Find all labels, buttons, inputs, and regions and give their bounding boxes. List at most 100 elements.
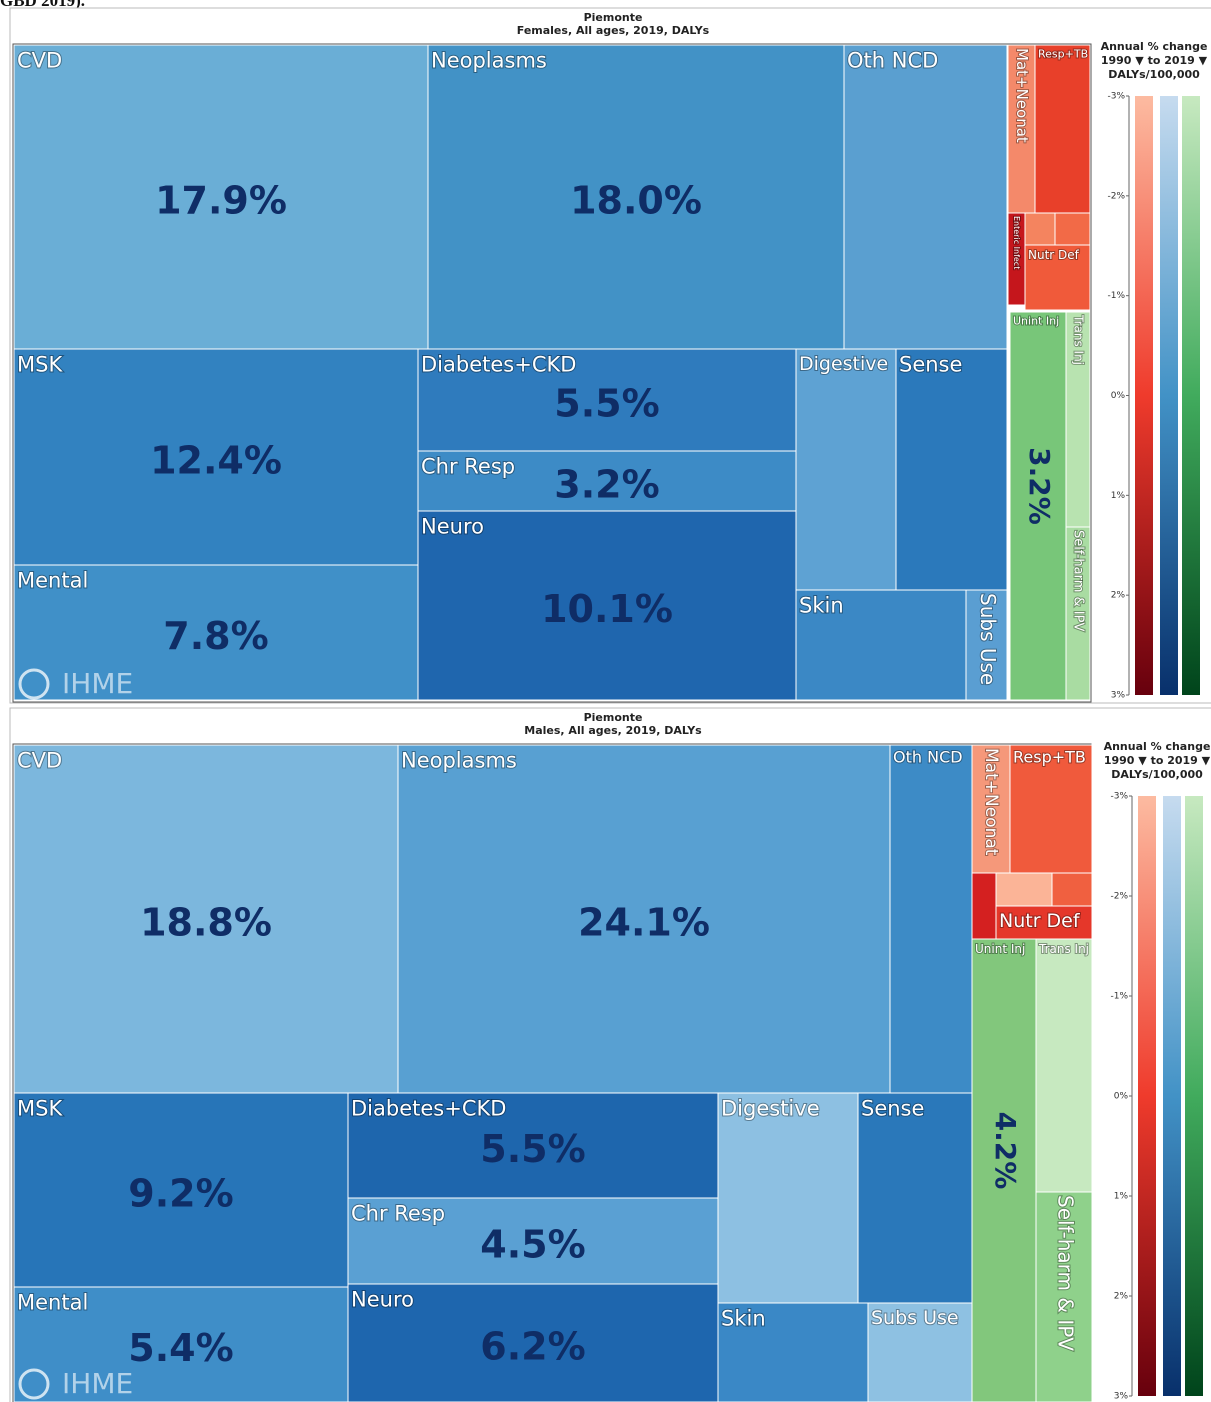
treemap-cell	[347, 1092, 719, 1199]
cell-label: Neoplasms	[431, 49, 547, 73]
cell-label: MSK	[17, 353, 63, 377]
colorbar-gradient	[1163, 796, 1181, 1396]
value-label: 4.2%	[989, 1112, 1022, 1190]
treemap-cell	[1054, 212, 1091, 246]
colorbar-tick-label: 1%	[1114, 1192, 1129, 1202]
treemap-cell	[1065, 526, 1091, 701]
colorbar-tick-label: -2%	[1107, 191, 1125, 201]
treemap-cell	[397, 744, 891, 1094]
logo-icon	[18, 1368, 50, 1400]
treemap-cell	[971, 872, 997, 940]
treemap-cell	[1051, 872, 1093, 907]
cell-label: MSK	[17, 1097, 63, 1121]
treemap-cell	[347, 1283, 719, 1402]
treemap-cell	[417, 450, 797, 512]
cell-label: Skin	[721, 1307, 766, 1331]
treemap-cell	[717, 1092, 859, 1304]
cell-label: Resp+TB	[1038, 48, 1088, 61]
colorbar-tick-label: 2%	[1111, 591, 1126, 601]
cell-label: Unint Inj	[975, 942, 1025, 956]
watermark: IHME	[62, 667, 133, 700]
cell-label: Nutr Def	[1028, 248, 1080, 262]
cell-label: Subs Use	[871, 1307, 959, 1329]
cell-label: Digestive	[721, 1097, 820, 1121]
cell-label: Subs Use	[976, 593, 1000, 685]
colorbar-title: DALYs/100,000	[1111, 768, 1203, 781]
colorbar-gradient	[1135, 96, 1153, 695]
cell-label: Sense	[861, 1097, 924, 1121]
colorbar-title: 1990 ▼ to 2019 ▼	[1101, 54, 1208, 67]
treemap-cell	[1009, 744, 1093, 874]
treemap-cell	[1024, 244, 1091, 311]
value-label: 18.0%	[570, 179, 702, 223]
colorbar-tick-label: -1%	[1110, 992, 1128, 1002]
cell-label: CVD	[17, 749, 62, 773]
cell-label: Oth NCD	[847, 49, 938, 73]
treemap-frame	[12, 43, 1092, 703]
chart-subtitle: Females, All ages, 2019, DALYs	[517, 24, 710, 37]
treemap-cell	[1065, 311, 1091, 528]
treemap-cell	[13, 744, 399, 1094]
cell-label: Unint Inj	[1013, 315, 1059, 328]
cell-label: Oth NCD	[893, 748, 963, 767]
value-label: 12.4%	[150, 439, 282, 483]
cell-label: Neoplasms	[401, 749, 517, 773]
colorbar-tick-label: 3%	[1114, 1392, 1129, 1402]
colorbar-tick-label: 0%	[1114, 1092, 1129, 1102]
treemap-cell	[1035, 1191, 1093, 1402]
treemap-cell	[1035, 938, 1093, 1193]
colorbar-tick-label: 2%	[1114, 1292, 1129, 1302]
cell-label: Digestive	[799, 353, 888, 375]
treemap-cell	[795, 348, 897, 591]
value-label: 7.8%	[163, 614, 268, 658]
chart-subtitle: Males, All ages, 2019, DALYs	[524, 724, 702, 737]
cell-label: CVD	[17, 49, 62, 73]
cell-label: Trans Inj	[1072, 314, 1086, 365]
cell-label: Self-harm & IPV	[1071, 530, 1086, 631]
treemap-cell	[13, 1092, 349, 1288]
treemap-cell	[843, 44, 1008, 350]
colorbar-tick-label: -3%	[1107, 92, 1125, 102]
colorbar-title: DALYs/100,000	[1108, 68, 1200, 81]
colorbar-tick-label: 0%	[1111, 391, 1126, 401]
cell-label: Self-harm & IPV	[1054, 1195, 1078, 1351]
colorbar-tick-label: 3%	[1111, 691, 1126, 701]
cell-label: Mental	[17, 569, 88, 593]
cell-label: Diabetes+CKD	[351, 1097, 506, 1121]
value-label: 6.2%	[480, 1325, 585, 1369]
chart-title: Piemonte	[584, 11, 643, 24]
treemap-cell	[995, 905, 1093, 940]
treemap-cell	[889, 744, 973, 1094]
value-label: 5.5%	[554, 382, 659, 426]
treemap-cell	[971, 938, 1037, 1402]
treemap-cell	[1034, 44, 1091, 214]
cell-label: Chr Resp	[421, 455, 515, 479]
colorbar-title: Annual % change	[1104, 740, 1211, 753]
cell-label: Diabetes+CKD	[421, 353, 576, 377]
cell-label: Sense	[899, 353, 962, 377]
cell-label: Skin	[799, 594, 844, 618]
treemap-cell	[13, 44, 429, 350]
value-label: 3.2%	[554, 463, 659, 507]
colorbar-tick-label: -3%	[1110, 792, 1128, 802]
treemap-cell	[417, 510, 797, 701]
treemap-cell	[1007, 44, 1036, 214]
treemap-cell	[417, 348, 797, 452]
cell-label: Neuro	[351, 1288, 414, 1312]
value-label: 5.5%	[480, 1127, 585, 1171]
treemap-cell	[427, 44, 845, 350]
value-label: 18.8%	[140, 901, 272, 945]
value-label: 9.2%	[128, 1172, 233, 1216]
chart-title: Piemonte	[584, 711, 643, 724]
colorbar-tick-label: 1%	[1111, 491, 1126, 501]
value-label: 24.1%	[578, 901, 710, 945]
treemap-cell	[1009, 311, 1067, 701]
value-label: 5.4%	[128, 1326, 233, 1370]
value-label: 17.9%	[155, 179, 287, 223]
treemap-cell	[995, 872, 1053, 907]
colorbar-title: Annual % change	[1101, 40, 1208, 53]
cell-label: Resp+TB	[1013, 748, 1086, 767]
cell-label: Enteric Infect	[1012, 216, 1021, 269]
cell-label: Mental	[17, 1291, 88, 1315]
